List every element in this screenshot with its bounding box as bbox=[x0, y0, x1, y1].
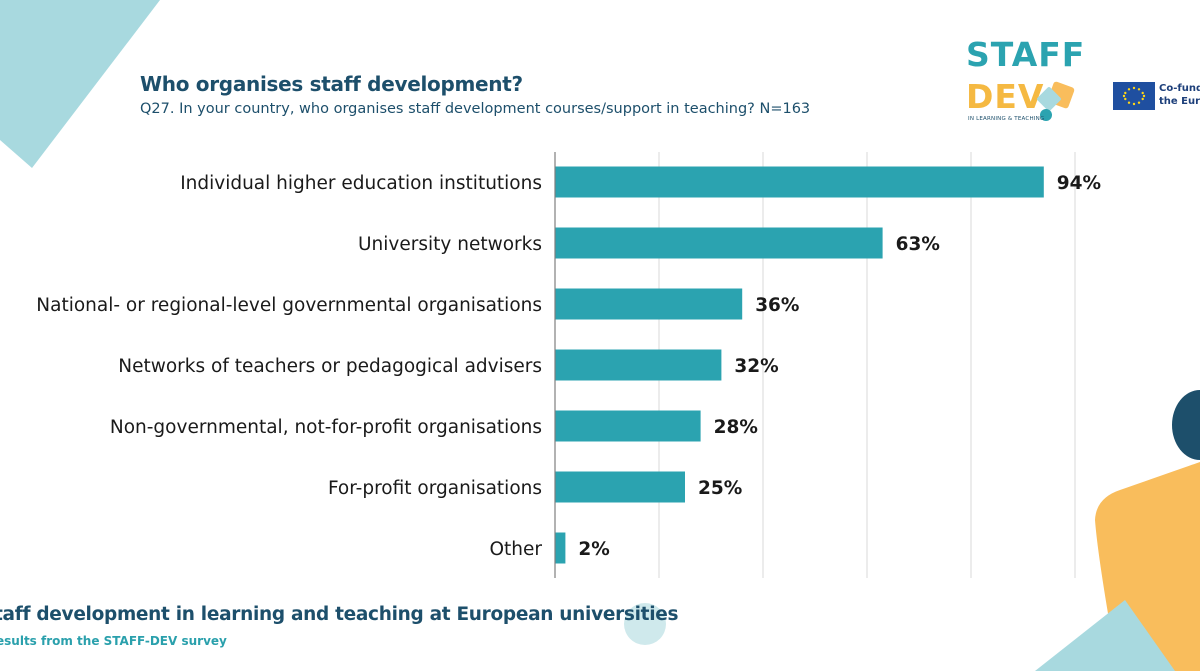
value-label: 25% bbox=[698, 478, 742, 499]
category-label: National- or regional-level governmental… bbox=[36, 295, 542, 316]
value-label: 94% bbox=[1057, 173, 1101, 194]
logo-shapes-icon bbox=[1037, 81, 1075, 121]
bar bbox=[555, 227, 883, 259]
bar-chart: Individual higher education institutions… bbox=[36, 152, 1101, 578]
footer-title: taff development in learning and teachin… bbox=[0, 604, 679, 625]
category-label: University networks bbox=[358, 234, 542, 255]
footer-subtitle: esults from the STAFF-DEV survey bbox=[0, 634, 227, 648]
bar bbox=[555, 349, 722, 381]
bar bbox=[555, 410, 701, 442]
value-label: 2% bbox=[578, 539, 609, 560]
value-label: 36% bbox=[755, 295, 799, 316]
eu-text-line2: the Europ bbox=[1159, 96, 1200, 107]
value-label: 28% bbox=[714, 417, 758, 438]
decor-circle-footer bbox=[624, 603, 666, 645]
category-label: Individual higher education institutions bbox=[180, 173, 542, 194]
decor-triangle-bottom-right bbox=[1035, 600, 1175, 671]
category-label: Non-governmental, not-for-profit organis… bbox=[110, 417, 542, 438]
page-title: Who organises staff development? bbox=[140, 72, 523, 96]
bar bbox=[555, 532, 566, 564]
category-label: Other bbox=[489, 539, 542, 560]
eu-flag-icon bbox=[1113, 82, 1155, 110]
category-label: Networks of teachers or pedagogical advi… bbox=[118, 356, 542, 377]
decor-triangle-top-left bbox=[0, 0, 160, 168]
eu-cofunded-text: Co-funded the Europ bbox=[1159, 82, 1200, 108]
page-subtitle: Q27. In your country, who organises staf… bbox=[140, 101, 811, 117]
value-label: 32% bbox=[734, 356, 778, 377]
logo-tagline: IN LEARNING & TEACHING bbox=[968, 116, 1045, 122]
eu-cofunded-logo: Co-funded the Europ bbox=[1113, 80, 1200, 112]
category-label: For-profit organisations bbox=[328, 478, 542, 499]
bar bbox=[555, 471, 685, 503]
logo-word-staff: STAFF bbox=[966, 35, 1086, 74]
value-label: 63% bbox=[896, 234, 940, 255]
bar bbox=[555, 288, 743, 320]
decor-circle-right bbox=[1172, 390, 1200, 460]
logo-word-dev: DEV bbox=[966, 77, 1045, 116]
eu-text-line1: Co-funded bbox=[1159, 83, 1200, 94]
bar bbox=[555, 166, 1044, 198]
staff-dev-logo: STAFF DEV IN LEARNING & TEACHING bbox=[962, 36, 1092, 128]
